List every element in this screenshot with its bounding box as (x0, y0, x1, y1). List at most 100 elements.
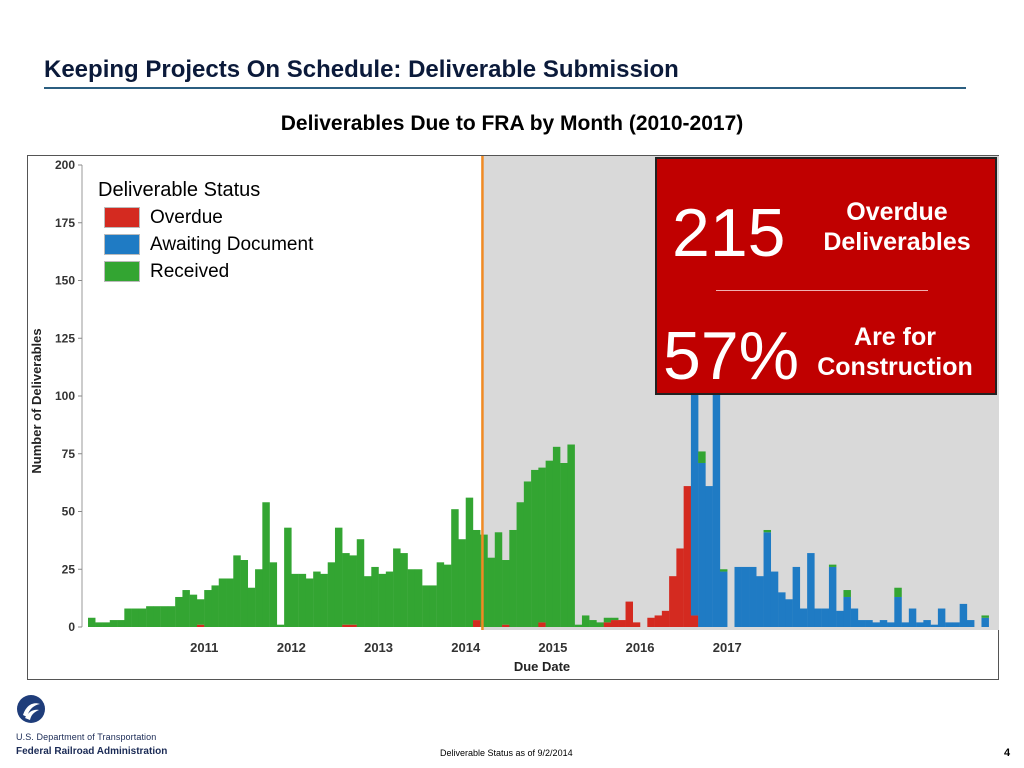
bar-received (465, 497, 474, 627)
chart-legend: Deliverable Status Overdue Awaiting Docu… (98, 177, 313, 285)
chart-title: Deliverables Due to FRA by Month (2010-2… (280, 112, 744, 135)
bar-awaiting-document (981, 617, 989, 627)
stats-divider (716, 290, 928, 291)
bar-received (472, 529, 481, 621)
bar-awaiting-document (836, 610, 844, 627)
bar-awaiting-document (879, 620, 888, 627)
bar-received (828, 564, 837, 567)
bar-received (531, 469, 539, 627)
x-tick-label: 2015 (538, 640, 567, 655)
bar-received (763, 529, 772, 533)
bar-received (611, 617, 619, 621)
bar-awaiting-document (857, 620, 866, 627)
bar-received (356, 539, 365, 627)
bar-overdue (472, 620, 481, 627)
bar-received (443, 564, 452, 627)
legend-label-overdue: Overdue (150, 207, 223, 228)
bar-received (451, 509, 459, 627)
bar-awaiting-document (901, 622, 910, 627)
bar-received (429, 585, 437, 627)
bar-received (364, 576, 372, 627)
bar-overdue (632, 622, 641, 627)
y-tick-label: 200 (55, 158, 75, 172)
legend-item-overdue: Overdue (98, 204, 313, 231)
bar-received (698, 451, 706, 463)
bar-received (175, 596, 183, 627)
bar-received (509, 529, 517, 627)
bar-awaiting-document (698, 462, 706, 627)
bar-received (719, 569, 728, 572)
bar-received (502, 560, 510, 625)
bar-received (160, 606, 169, 627)
bar-received (560, 462, 568, 627)
y-tick-label: 0 (68, 620, 75, 634)
bar-received (334, 527, 343, 627)
y-tick-label: 125 (55, 331, 75, 345)
bar-received (189, 594, 198, 627)
construction-percent: 57% (663, 318, 800, 394)
bar-received (255, 569, 263, 627)
bar-overdue (603, 622, 612, 627)
bar-awaiting-document (749, 566, 757, 627)
bar-awaiting-document (734, 566, 742, 627)
bar-awaiting-document (945, 622, 953, 627)
bar-received (182, 590, 190, 627)
bar-received (574, 624, 583, 627)
bar-received (981, 615, 989, 618)
bar-received (436, 562, 445, 627)
y-tick-label: 175 (55, 216, 75, 230)
bar-received (247, 587, 256, 627)
bar-awaiting-document (705, 486, 713, 627)
bar-received (218, 578, 227, 627)
bar-awaiting-document (843, 596, 851, 627)
status-footnote: Deliverable Status as of 9/2/2014 (440, 748, 573, 758)
dot-logo-icon (17, 695, 45, 723)
bar-received (204, 590, 212, 627)
bar-overdue (654, 615, 663, 627)
bar-received (589, 620, 597, 627)
bar-received (538, 467, 546, 623)
agency-name: Federal Railroad Administration (16, 746, 168, 757)
bar-awaiting-document (690, 275, 699, 616)
bar-awaiting-document (952, 622, 960, 627)
bar-overdue (618, 620, 626, 627)
bar-awaiting-document (799, 608, 808, 627)
bar-awaiting-document (763, 532, 772, 627)
bar-received (131, 608, 140, 627)
bar-received (298, 573, 307, 627)
bar-received (494, 532, 503, 627)
bar-received (400, 553, 408, 627)
y-axis-label: Number of Deliverables (29, 328, 44, 473)
title-divider (44, 87, 966, 89)
x-tick-label: 2016 (626, 640, 655, 655)
overdue-count: 215 (672, 195, 786, 271)
bar-received (371, 566, 379, 627)
x-tick-label: 2014 (451, 640, 481, 655)
bar-awaiting-document (850, 608, 859, 627)
x-tick-label: 2017 (713, 640, 742, 655)
bar-received (305, 578, 314, 627)
bar-awaiting-document (821, 608, 830, 627)
bar-received (581, 615, 590, 627)
bar-received (284, 527, 292, 627)
overdue-label-line2: Deliverables (823, 228, 971, 256)
bar-overdue (342, 624, 350, 627)
bar-awaiting-document (756, 576, 764, 627)
bar-awaiting-document (959, 603, 968, 627)
bar-received (291, 573, 299, 627)
bar-awaiting-document (785, 599, 793, 627)
bar-overdue (349, 624, 357, 627)
awaiting-swatch (104, 234, 140, 255)
bar-overdue (538, 622, 546, 627)
bar-awaiting-document (865, 620, 873, 627)
bar-overdue (676, 548, 684, 627)
bar-awaiting-document (792, 566, 801, 627)
bar-received (153, 606, 161, 627)
bar-overdue (661, 610, 670, 627)
bar-received (567, 444, 575, 627)
bar-received (88, 617, 96, 627)
bar-overdue (625, 601, 633, 627)
bar-received (109, 620, 118, 627)
y-tick-label: 100 (55, 389, 75, 403)
slide-title: Keeping Projects On Schedule: Deliverabl… (44, 56, 679, 83)
